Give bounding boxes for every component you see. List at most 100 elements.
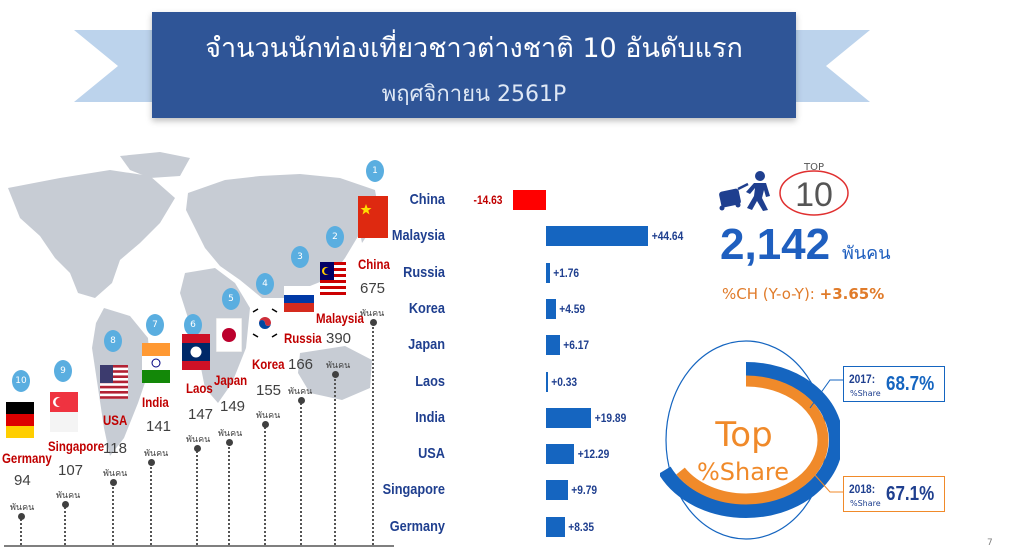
bar-category-germany: Germany xyxy=(389,517,445,535)
marker-line-malaysia xyxy=(334,374,336,545)
country-unit-germany: พันคน xyxy=(10,503,35,513)
page-number: 7 xyxy=(987,538,993,548)
country-value-india: 141 xyxy=(146,418,172,435)
bar-label-russia: +1.76 xyxy=(553,265,580,280)
rank-badge-india: 7 xyxy=(146,314,164,336)
country-name-usa: USA xyxy=(103,412,128,428)
bar-label-japan: +6.17 xyxy=(563,338,590,353)
country-name-malaysia: Malaysia xyxy=(316,310,364,326)
donut-title-top: Top xyxy=(715,415,773,455)
marker-line-korea xyxy=(264,424,266,545)
bar-label-singapore: +9.79 xyxy=(571,483,598,498)
bar-category-singapore: Singapore xyxy=(382,481,445,499)
country-value-korea: 155 xyxy=(256,382,282,399)
bar-category-malaysia: Malaysia xyxy=(391,227,445,245)
donut-title-share: %Share xyxy=(696,458,790,486)
marker-line-india xyxy=(150,462,152,545)
marker-dot-laos xyxy=(194,445,201,452)
flag-icon-korea xyxy=(250,306,280,344)
bar-india xyxy=(546,407,592,428)
marker-dot-japan xyxy=(226,439,233,446)
share-2017-value: 68.7% xyxy=(886,373,935,395)
share-2017-box: 2017: %Share 68.7% xyxy=(843,366,945,402)
rank-badge-malaysia: 2 xyxy=(326,226,344,248)
country-unit-japan: พันคน xyxy=(218,429,243,439)
flag-icon-malaysia xyxy=(320,262,346,300)
country-name-korea: Korea xyxy=(252,356,285,372)
share-2018-box: 2018: %Share 67.1% xyxy=(843,476,945,512)
share-2017-sub: %Share xyxy=(850,389,881,398)
country-unit-singapore: พันคน xyxy=(56,491,81,501)
country-unit-china: พันคน xyxy=(360,309,385,319)
page-title: จำนวนนักท่องเที่ยวชาวต่างชาติ 10 อันดับแ… xyxy=(205,33,743,64)
marker-dot-india xyxy=(148,459,155,466)
bar-category-usa: USA xyxy=(418,445,445,463)
bar-label-malaysia: +44.64 xyxy=(651,229,684,244)
marker-line-singapore xyxy=(64,504,66,545)
marker-line-laos xyxy=(196,448,198,545)
share-ring-2018 xyxy=(663,375,829,505)
marker-dot-korea xyxy=(262,421,269,428)
share-ring-2017 xyxy=(660,362,840,518)
bar-japan xyxy=(546,335,561,356)
title-banner: จำนวนนักท่องเที่ยวชาวต่างชาติ 10 อันดับแ… xyxy=(152,12,796,118)
rank-badge-usa: 8 xyxy=(104,330,122,352)
country-name-china: China xyxy=(358,256,390,272)
flag-icon-russia xyxy=(284,286,314,316)
yoy-change-value: +3.65% xyxy=(819,285,885,303)
bar-category-russia: Russia xyxy=(403,263,445,281)
flag-icon-china xyxy=(358,196,388,242)
bar-label-germany: +8.35 xyxy=(568,519,595,534)
share-2018-year: 2018: xyxy=(849,482,876,496)
country-value-germany: 94 xyxy=(14,472,31,489)
marker-line-china xyxy=(372,322,374,545)
map-baseline xyxy=(4,545,394,547)
flag-icon-japan xyxy=(216,318,242,356)
country-name-laos: Laos xyxy=(186,380,213,396)
rank-badge-germany: 10 xyxy=(12,370,30,392)
total-unit: พันคน xyxy=(842,243,891,264)
country-unit-usa: พันคน xyxy=(103,469,128,479)
country-unit-russia: พันคน xyxy=(288,387,313,397)
country-value-japan: 149 xyxy=(220,398,246,415)
marker-dot-china xyxy=(370,319,377,326)
marker-line-russia xyxy=(300,400,302,545)
flag-icon-usa xyxy=(100,365,128,403)
bar-russia xyxy=(546,262,550,283)
traveler-luggage-icon xyxy=(719,171,770,211)
rank-badge-russia: 3 xyxy=(291,246,309,268)
bar-singapore xyxy=(546,480,569,501)
bar-label-india: +19.89 xyxy=(595,410,627,425)
country-value-usa: 118 xyxy=(103,440,127,457)
bar-label-korea: +4.59 xyxy=(559,301,586,316)
marker-dot-malaysia xyxy=(332,371,339,378)
country-name-germany: Germany xyxy=(2,450,52,466)
marker-dot-singapore xyxy=(62,501,69,508)
flag-icon-singapore xyxy=(50,392,78,436)
bar-label-laos: +0.33 xyxy=(551,374,578,389)
bar-germany xyxy=(546,516,566,537)
bar-label-usa: +12.29 xyxy=(577,447,610,462)
flag-icon-laos xyxy=(182,334,210,374)
country-value-laos: 147 xyxy=(188,406,214,423)
marker-line-usa xyxy=(112,482,114,545)
country-unit-laos: พันคน xyxy=(186,435,211,445)
marker-line-germany xyxy=(20,516,22,545)
share-leader-lines xyxy=(809,379,844,493)
top10-badge: TOP 10 xyxy=(779,162,849,216)
share-2017-year: 2017: xyxy=(849,372,876,386)
marker-dot-russia xyxy=(298,397,305,404)
bar-category-india: India xyxy=(415,408,445,426)
rank-badge-korea: 4 xyxy=(256,273,274,295)
top-number: 10 xyxy=(795,176,833,214)
bar-label-china: -14.63 xyxy=(473,193,503,207)
flag-icon-germany xyxy=(6,402,34,442)
marker-dot-germany xyxy=(18,513,25,520)
country-name-singapore: Singapore xyxy=(48,438,105,454)
share-donut-chart xyxy=(660,340,840,540)
country-name-russia: Russia xyxy=(284,330,322,346)
country-unit-india: พันคน xyxy=(144,449,169,459)
bar-usa xyxy=(546,444,575,465)
total-visitors: 2,142 xyxy=(720,220,831,269)
country-name-india: India xyxy=(142,394,169,410)
